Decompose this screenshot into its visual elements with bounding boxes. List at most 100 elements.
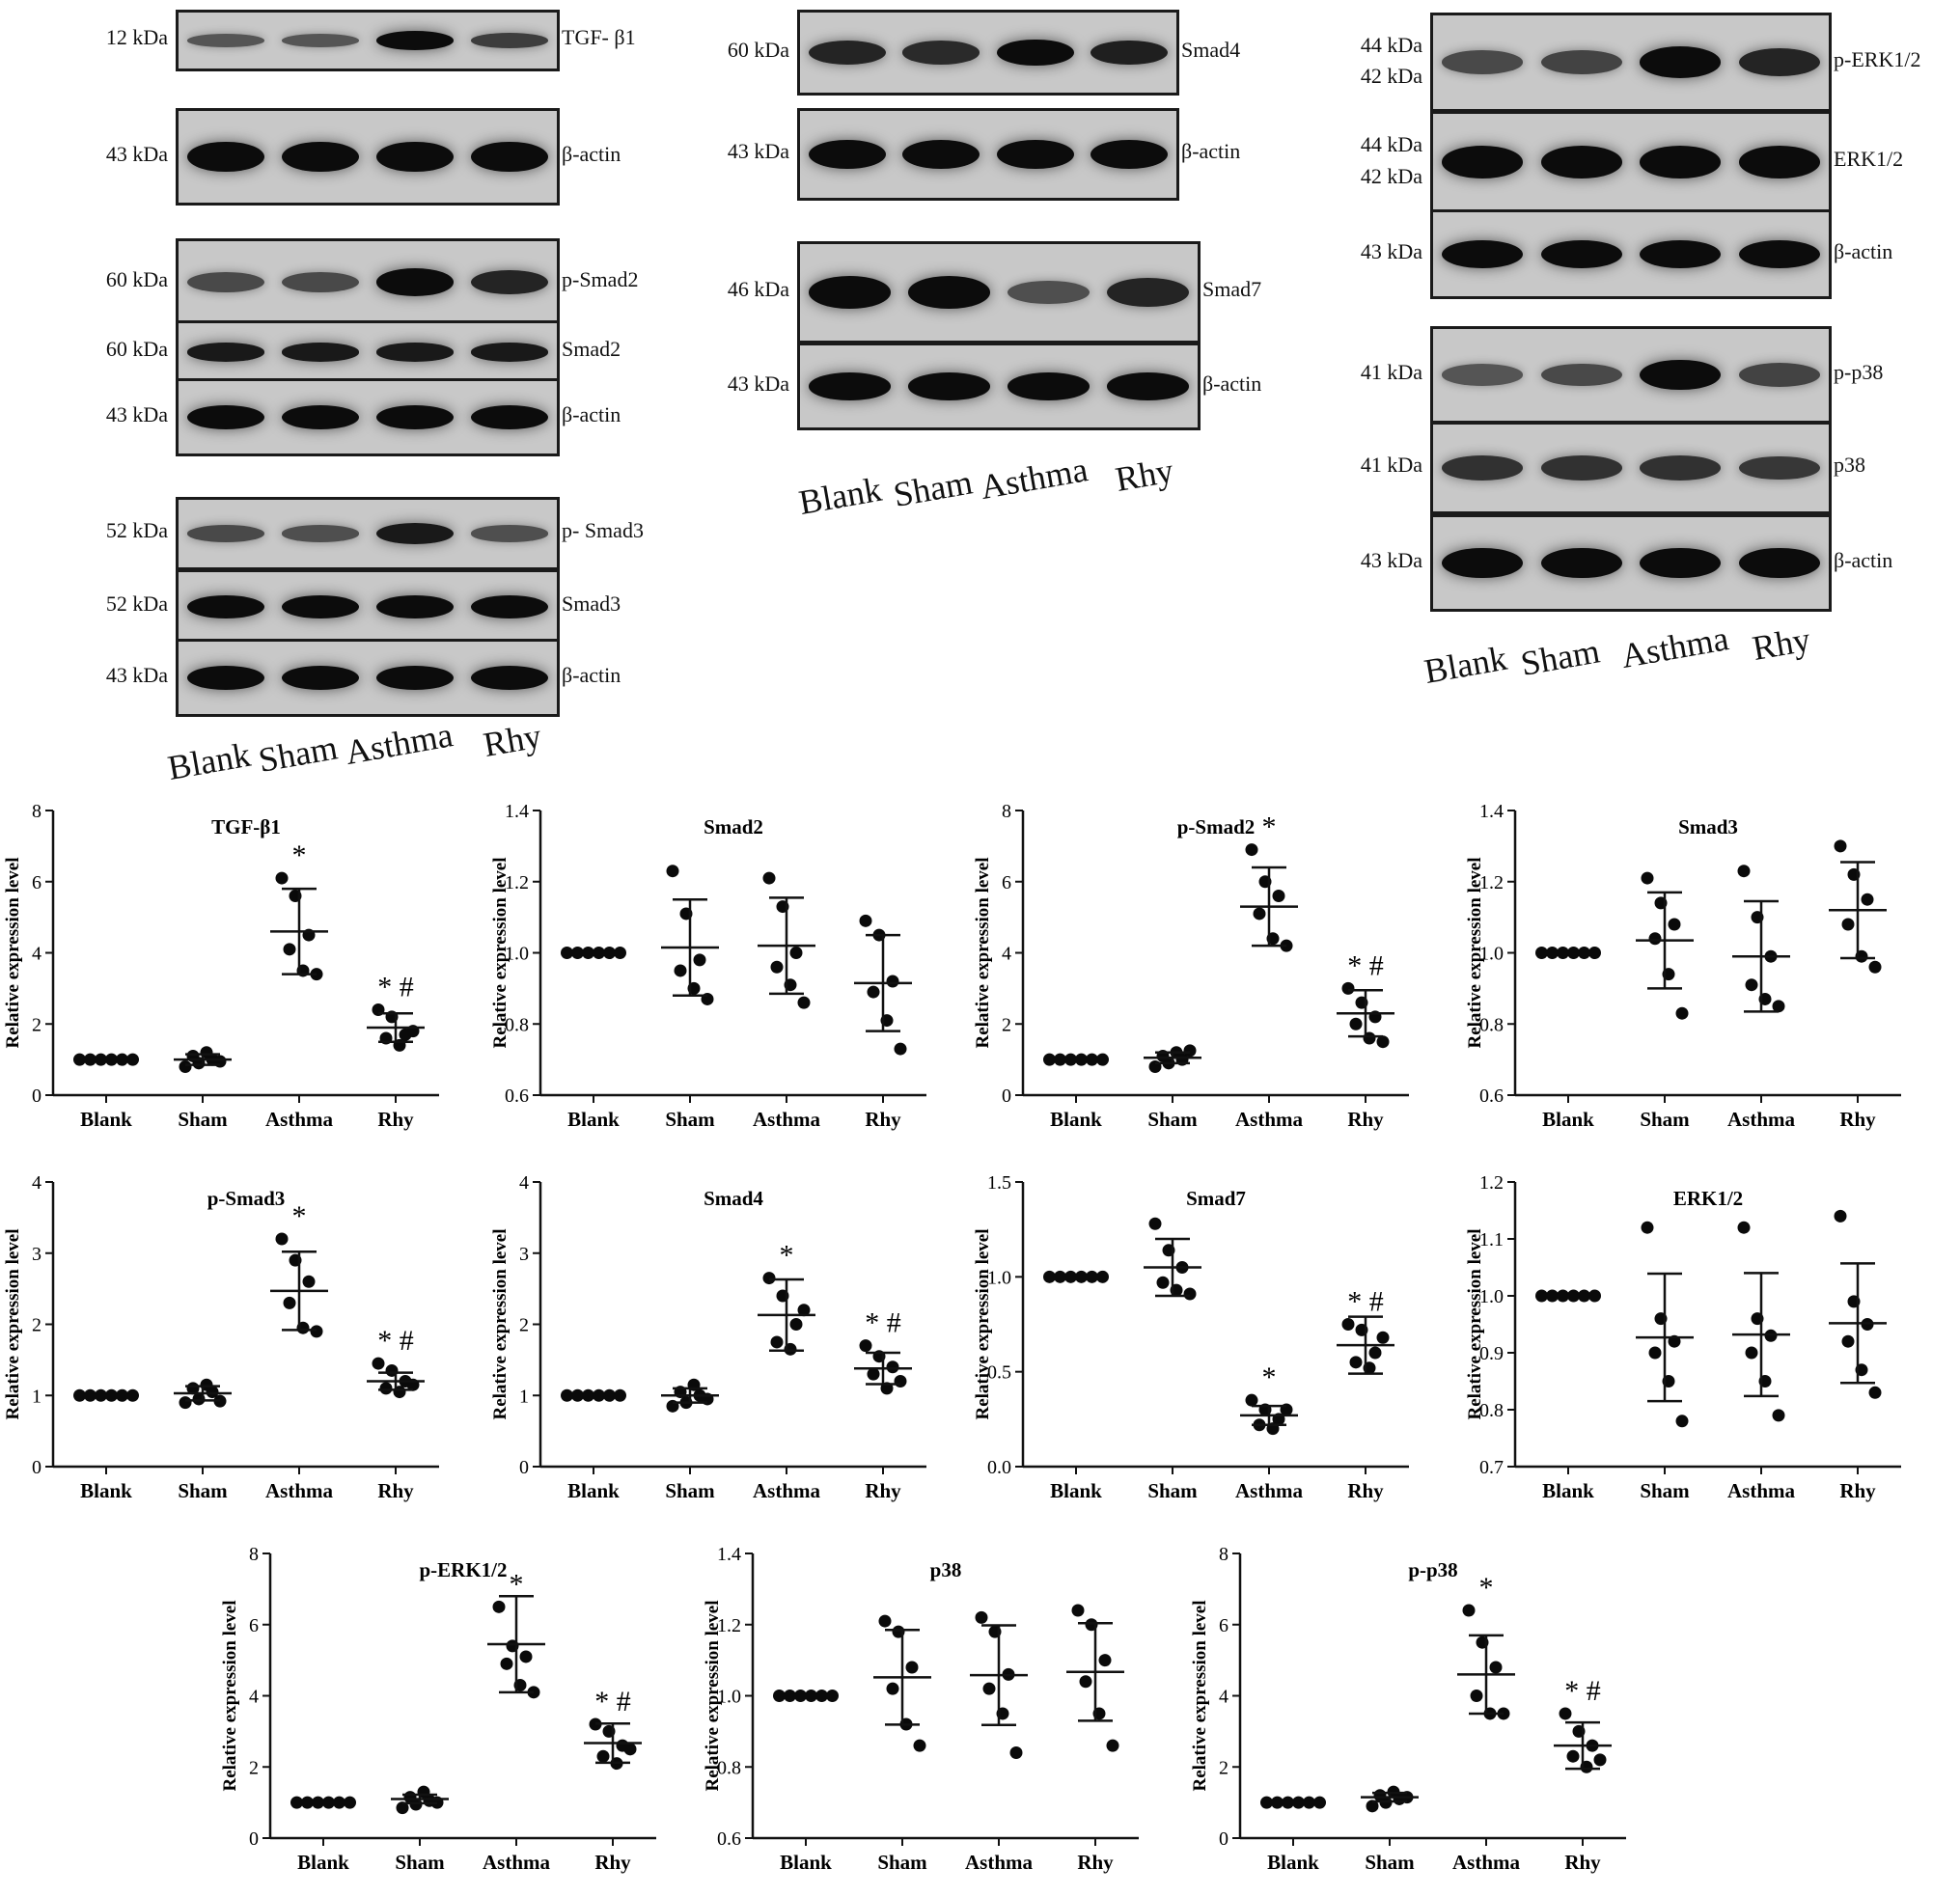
data-point [789,1318,803,1331]
data-point [1054,1053,1066,1066]
data-point [1641,871,1654,885]
blot-band [375,404,455,430]
blot-band [186,594,265,619]
blot-band [996,139,1074,170]
chart-title: ERK1/2 [1673,1187,1743,1210]
blot-band [1738,146,1820,179]
blot-band [809,276,891,309]
blot-band [1540,49,1622,75]
data-point [1098,1654,1112,1667]
x-tick-label: Sham [395,1851,445,1874]
x-tick-label: Asthma [753,1479,821,1502]
x-tick-label: Sham [665,1108,715,1131]
blot-band [186,34,265,47]
data-point [84,1053,97,1066]
blot-panel [1430,422,1832,514]
blot-band [1540,146,1622,179]
protein-label: TGF- β1 [562,25,636,49]
data-point [492,1600,506,1613]
x-tick-label: Asthma [265,1108,334,1131]
data-point [1043,1270,1056,1283]
data-point [73,1388,86,1402]
significance-marker: * [780,1240,794,1272]
kda-label: 41 kDa [1360,359,1422,384]
data-point [1373,1789,1387,1802]
blot-panel [797,10,1179,96]
data-point [762,1272,776,1285]
x-tick-label: Asthma [1235,1108,1304,1131]
chart-title: p-p38 [1408,1558,1457,1581]
x-tick-label: Asthma [1727,1479,1796,1502]
kda-label: 42 kDa [1360,164,1422,188]
kda-label: 44 kDa [1360,132,1422,156]
data-point [859,914,872,927]
blot-panel [1430,111,1832,213]
kda-label: 43 kDa [105,662,168,687]
protein-label: Smad2 [562,337,621,361]
x-tick-label: Blank [1050,1479,1102,1502]
x-tick-label: Asthma [265,1479,334,1502]
data-point [1535,1289,1548,1303]
y-tick-label: 8 [249,1544,259,1565]
blot-band [281,343,360,362]
data-point [1349,1356,1363,1369]
y-tick-label: 0.8 [1479,1400,1504,1421]
protein-label: β-actin [1834,238,1893,263]
data-point [1349,1017,1363,1030]
blot-band [1540,455,1622,481]
y-tick-label: 4 [32,944,41,965]
blot-band [1442,146,1524,179]
data-point [1148,1217,1162,1230]
blot-panel [797,241,1201,343]
data-point [302,1275,316,1288]
blot-panel [1430,514,1832,612]
x-tick-label: Sham [877,1851,927,1874]
significance-marker: * [1262,1361,1277,1393]
x-tick-label: Blank [80,1479,132,1502]
lane-label: Asthma [1617,618,1732,676]
x-tick-label: Rhy [1347,1108,1384,1131]
protein-label: p- Smad3 [562,518,644,542]
y-tick-label: 4 [32,1172,41,1194]
data-point [603,947,616,959]
significance-marker: * [292,839,307,871]
y-tick-label: 2 [519,1315,529,1336]
blot-band [1442,455,1524,481]
y-axis-label: Relative expression level [490,1228,511,1419]
kda-label: 43 kDa [105,401,168,426]
lane-label: Blank [1421,638,1510,692]
data-point [1064,1053,1077,1066]
data-point [1096,1270,1109,1283]
y-tick-label: 0.6 [717,1828,741,1850]
x-tick-label: Asthma [1727,1108,1796,1131]
data-point [73,1053,86,1066]
blot-panel [1430,13,1832,112]
y-tick-label: 0.9 [1479,1343,1504,1364]
data-point [693,953,706,967]
blot-band [1090,40,1169,66]
blot-band [186,343,265,362]
protein-label: p-p38 [1834,359,1884,384]
blot-band [1640,547,1722,579]
y-axis-label: Relative expression level [973,857,993,1048]
y-tick-label: 0 [32,1085,41,1107]
kda-label: 52 kDa [105,518,168,542]
data-point [1183,1044,1197,1058]
scatter-chart: 0 2 4 6 8 Relative expression level p-ERK1/2 Bl… [220,1544,656,1874]
blot-band [908,276,990,309]
data-point [1156,1276,1170,1289]
x-tick-label: Blank [780,1851,832,1874]
blot-band [281,34,360,47]
data-point [886,1682,899,1695]
data-point [886,1360,899,1374]
data-point [878,1614,892,1628]
protein-label: β-actin [562,141,621,166]
blot-band [1738,47,1820,77]
y-axis-label: Relative expression level [3,1228,23,1419]
data-point [596,1749,610,1763]
data-point [1546,947,1559,959]
y-tick-label: 1.2 [1479,1172,1504,1194]
chart-title: p-Smad2 [1177,815,1256,838]
y-tick-label: 8 [1219,1544,1228,1565]
y-tick-label: 0.8 [505,1014,529,1035]
